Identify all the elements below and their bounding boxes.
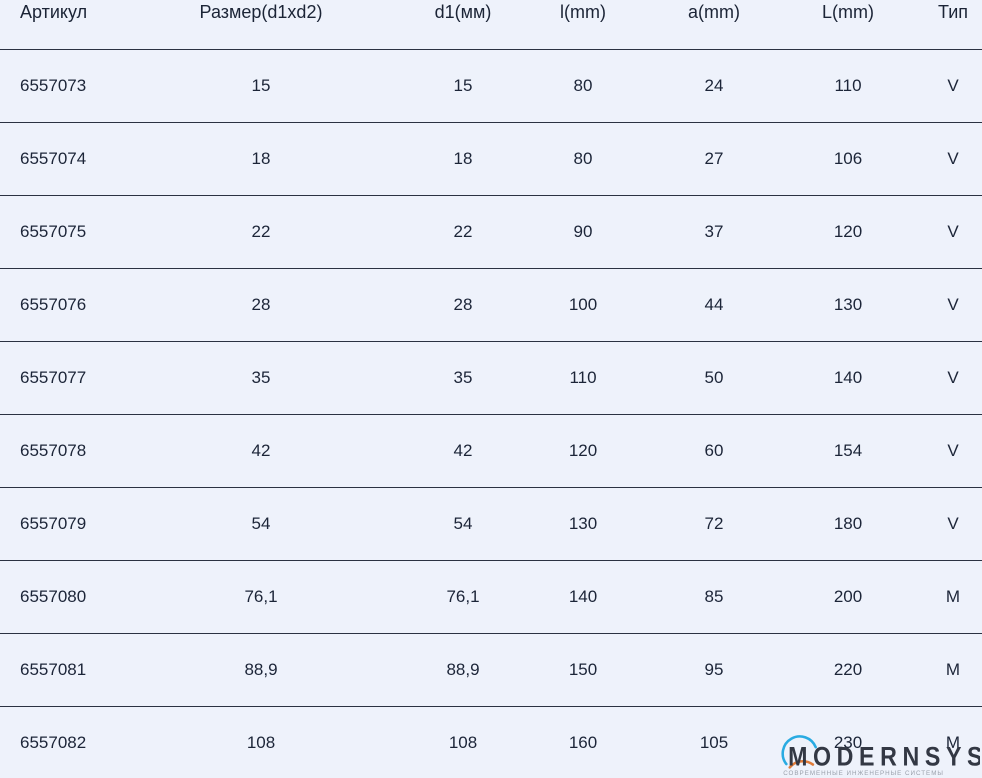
svg-text:MODERNSYS: MODERNSYS [788,742,980,772]
svg-text:СОВРЕМЕННЫЕ ИНЖЕНЕРНЫЕ СИСТЕМЫ: СОВРЕМЕННЫЕ ИНЖЕНЕРНЫЕ СИСТЕМЫ [783,770,944,777]
